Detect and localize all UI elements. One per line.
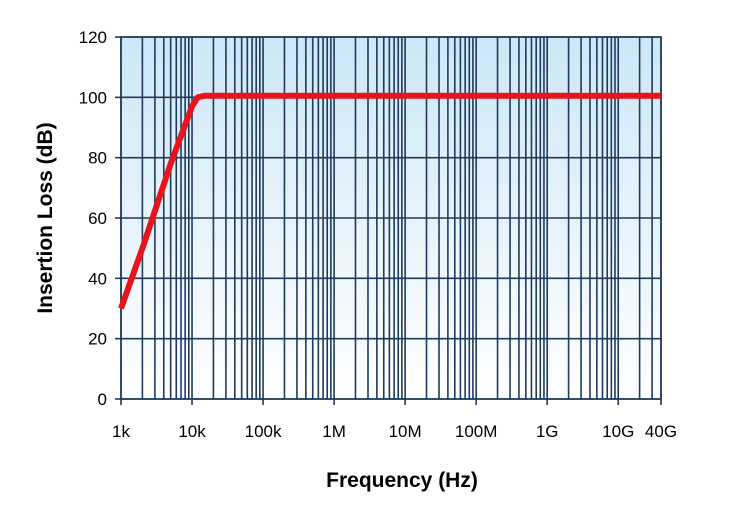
y-tick-label: 0	[98, 390, 107, 409]
y-tick-label: 80	[88, 149, 107, 168]
x-tick-label: 10k	[178, 422, 206, 441]
x-tick-label: 1k	[112, 422, 130, 441]
x-tick-label: 10G	[602, 422, 634, 441]
x-tick-label: 1M	[322, 422, 346, 441]
series-group	[118, 92, 661, 310]
x-tick-label: 100k	[245, 422, 282, 441]
y-tick-label: 120	[79, 28, 107, 47]
y-axis-title: Insertion Loss (dB)	[34, 122, 57, 313]
x-axis-title: Frequency (Hz)	[326, 469, 478, 492]
y-tick-label: 100	[79, 88, 107, 107]
x-tick-label: 100M	[455, 422, 498, 441]
y-tick-labels: 0 20 40 60 80 100 120	[79, 28, 121, 409]
y-tick-label: 20	[88, 330, 107, 349]
series-line	[118, 92, 661, 310]
x-tick-label: 10M	[389, 422, 422, 441]
y-tick-label: 60	[88, 209, 107, 228]
y-tick-label: 40	[88, 269, 107, 288]
x-tick-label: 1G	[536, 422, 559, 441]
x-tick-labels: 1k 10k 100k 1M 10M 100M 1G 10G 40G	[112, 399, 677, 441]
x-tick-label: 40G	[645, 422, 677, 441]
